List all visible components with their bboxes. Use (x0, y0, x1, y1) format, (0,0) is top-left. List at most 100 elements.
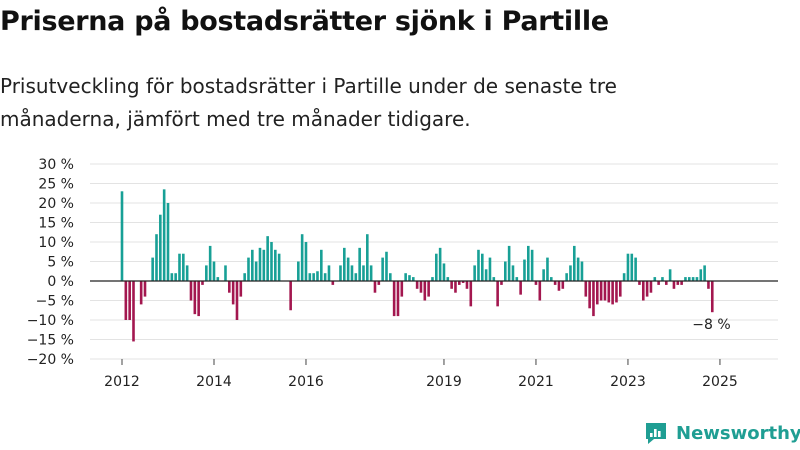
y-tick-label: 10 % (38, 235, 74, 251)
bar (370, 265, 373, 281)
x-tick-label: 2012 (104, 374, 140, 390)
bar (194, 281, 197, 314)
bar (581, 262, 584, 282)
x-tick-label: 2014 (196, 374, 232, 390)
bar (630, 254, 633, 281)
bar (358, 248, 361, 281)
bar (155, 234, 158, 281)
annotations: −8 % (692, 317, 730, 333)
bar (351, 265, 354, 281)
bar (190, 281, 193, 301)
bar (519, 281, 522, 295)
bar (477, 250, 480, 281)
bar (650, 281, 653, 293)
bar (615, 281, 618, 302)
bar (297, 262, 300, 282)
bar (385, 252, 388, 281)
bar (527, 246, 530, 281)
bar (408, 275, 411, 281)
bar (144, 281, 147, 297)
bar (240, 281, 243, 297)
bar (619, 281, 622, 297)
bar (167, 203, 170, 281)
bar (355, 273, 358, 281)
bar (523, 260, 526, 281)
bar (309, 273, 312, 281)
y-tick-label: 25 % (38, 177, 74, 193)
bar (401, 281, 404, 297)
bar (186, 265, 189, 281)
bar-chart: 30 %25 %20 %15 %10 %5 %0 %−5 %−10 %−15 %… (0, 0, 800, 450)
bar (389, 273, 392, 281)
bar (393, 281, 396, 316)
bar (427, 281, 430, 297)
bar (397, 281, 400, 316)
bar (236, 281, 239, 320)
bar (174, 273, 177, 281)
y-tick-label: −15 % (27, 333, 74, 349)
bar (347, 258, 350, 281)
bar (255, 262, 258, 282)
bar (584, 281, 587, 297)
bar (213, 262, 216, 282)
bar (132, 281, 135, 341)
bar (512, 265, 515, 281)
bar (305, 242, 308, 281)
bar (646, 281, 649, 297)
bar (600, 281, 603, 301)
bar (159, 215, 162, 281)
bar (224, 265, 227, 281)
x-tick-label: 2019 (426, 374, 462, 390)
y-tick-label: 15 % (38, 216, 74, 232)
y-tick-label: 20 % (38, 196, 74, 212)
bar (592, 281, 595, 316)
bar (404, 273, 407, 281)
bar (420, 281, 423, 293)
bar (301, 234, 304, 281)
bar (596, 281, 599, 304)
y-tick-label: −10 % (27, 313, 74, 329)
bar (374, 281, 377, 293)
bar (466, 281, 469, 289)
bar (209, 246, 212, 281)
bar (703, 265, 706, 281)
bar (140, 281, 143, 304)
x-axis-ticks: 2012 2014 2016 2019 2021 2023 2025 (104, 359, 738, 390)
bar (577, 258, 580, 281)
bar (243, 273, 246, 281)
y-tick-label: −5 % (36, 294, 74, 310)
bar (473, 265, 476, 281)
bar (508, 246, 511, 281)
bar (228, 281, 231, 293)
y-tick-label: −20 % (27, 352, 74, 368)
bar (263, 250, 266, 281)
bar (504, 262, 507, 282)
bar (316, 271, 319, 281)
bar (542, 269, 545, 281)
bar (573, 246, 576, 281)
bar (673, 281, 676, 289)
bar (604, 281, 607, 301)
bar (539, 281, 542, 301)
bar (611, 281, 614, 304)
brand-logo: Newsworthy (643, 419, 800, 447)
bar (424, 281, 427, 301)
bar (481, 254, 484, 281)
bar (642, 281, 645, 301)
bar (320, 250, 323, 281)
y-tick-label: 5 % (47, 255, 74, 271)
bar (588, 281, 591, 308)
bar (125, 281, 128, 320)
bar (607, 281, 610, 302)
newsworthy-logo-icon (643, 420, 669, 446)
bar (435, 254, 438, 281)
bar (121, 191, 124, 281)
bar (312, 273, 315, 281)
bar (362, 265, 365, 281)
bar (205, 265, 208, 281)
y-tick-label: 0 % (47, 274, 74, 290)
bar (565, 273, 568, 281)
bar (711, 281, 714, 312)
y-axis-ticks: 30 %25 %20 %15 %10 %5 %0 %−5 %−10 %−15 %… (27, 157, 74, 368)
x-tick-label: 2025 (702, 374, 738, 390)
